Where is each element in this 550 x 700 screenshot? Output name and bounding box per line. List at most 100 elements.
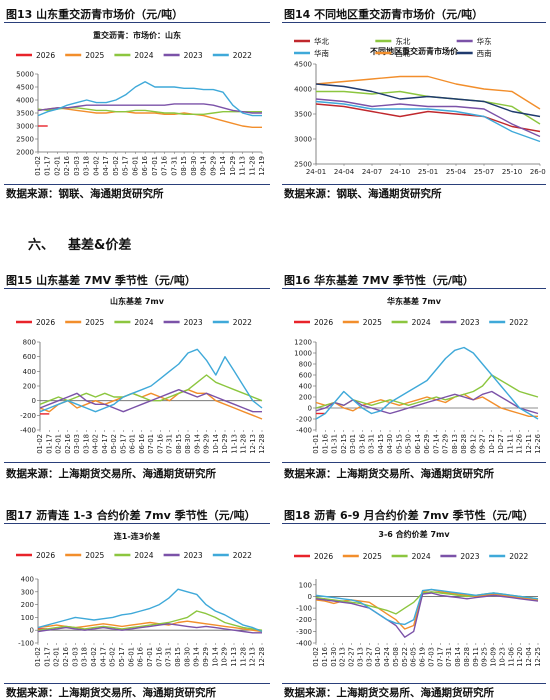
x-tick-label: 03-01 (349, 434, 357, 454)
y-tick-label: -100 (296, 605, 312, 613)
x-tick-label: 02-01 (53, 647, 61, 667)
y-tick-label: 2500 (16, 136, 34, 144)
y-tick-label: 300 (21, 588, 34, 596)
x-tick-label: 25-10 (502, 168, 522, 176)
series-line-2024 (37, 610, 263, 631)
legend-label: 2024 (412, 318, 431, 327)
x-tick-label: 10-29 (229, 156, 237, 176)
caption-rule (282, 288, 546, 289)
chart-east-china-basis: 华东基差 7mv 2026 2025 2024 2023 2022 -400 -200 0 200… (294, 296, 542, 454)
y-tick-label: 600 (23, 353, 36, 361)
x-tick-label: 06-05 (410, 647, 418, 667)
x-tick-label: 09-29 (202, 647, 210, 667)
x-tick-label: 08-13 (451, 434, 459, 454)
y-tick-label: 4500 (294, 61, 312, 69)
x-tick-label: 04-02 (92, 156, 100, 176)
legend-label: 2022 (233, 51, 252, 60)
series-line-2025 (315, 393, 538, 417)
x-tick-label: 07-29 (442, 434, 450, 454)
series-line-2025 (39, 389, 263, 420)
x-tick-label: 01-31 (331, 434, 339, 454)
caption-rule (282, 523, 546, 524)
x-tick-label: 09-29 (203, 434, 211, 454)
series-line-2024 (37, 107, 262, 115)
x-tick-label: 05-02 (112, 156, 120, 176)
y-tick-label: 3000 (16, 123, 34, 131)
x-tick-label: 11-06 (507, 647, 515, 667)
x-tick-label: 01-02 (34, 156, 42, 176)
legend-label: 2025 (363, 318, 382, 327)
x-tick-label: 12-04 (525, 647, 533, 667)
x-tick-label: 04-02 (90, 647, 98, 667)
legend-label: 2023 (460, 318, 479, 327)
x-tick-label: 01-17 (43, 647, 51, 667)
x-tick-label: 02-01 (53, 156, 61, 176)
y-tick-label: 1000 (294, 350, 312, 358)
x-tick-label: 07-31 (166, 434, 174, 454)
x-tick-label: 11-28 (240, 434, 248, 454)
x-tick-label: 25-04 (446, 168, 467, 176)
series-line-2023 (315, 592, 539, 638)
y-tick-label: 800 (299, 361, 312, 369)
y-tick-label: 0 (308, 405, 312, 413)
source-note: 数据来源：上海期货交易所、海通期货研究所 (284, 687, 494, 699)
chart-spread-1-3: 连1-连3价差 2026 2025 2024 2023 2022 -100 0 100 200 30… (16, 531, 266, 667)
x-tick-label: 09-29 (209, 156, 217, 176)
x-tick-label: 05-17 (119, 434, 127, 454)
source-rule (4, 184, 270, 185)
x-tick-label: 12-26 (534, 434, 542, 454)
x-tick-label: 06-01 (127, 647, 135, 667)
series-line-2023 (37, 103, 262, 114)
x-tick-label: 25-07 (474, 168, 494, 176)
series-line-华东 (315, 98, 541, 138)
section-title: 基差&价差 (68, 238, 132, 253)
x-tick-label: 09-14 (200, 156, 208, 176)
x-tick-label: 11-20 (516, 647, 524, 667)
x-tick-label: 05-30 (405, 434, 413, 454)
y-tick-label: 200 (23, 383, 36, 391)
series-line-华南 (315, 100, 541, 143)
source-note: 数据来源：上海期货交易所、海通期货研究所 (6, 687, 216, 699)
x-tick-label: 09-14 (193, 434, 201, 454)
x-tick-label: 11-26 (516, 434, 524, 454)
x-tick-label: 10-09 (490, 647, 498, 667)
x-tick-label: 04-17 (102, 156, 110, 176)
series-line-2023 (39, 389, 262, 413)
x-tick-label: 04-02 (92, 434, 100, 454)
x-tick-label: 07-16 (155, 647, 163, 667)
x-tick-label: 07-16 (161, 156, 169, 176)
legend-label: 2023 (184, 318, 203, 327)
y-tick-label: -200 (296, 616, 312, 624)
x-tick-label: 06-16 (137, 647, 145, 667)
x-tick-label: 25-01 (418, 168, 438, 176)
x-tick-label: 10-14 (212, 434, 220, 454)
y-tick-label: 100 (21, 614, 34, 622)
x-tick-label: 06-19 (419, 647, 427, 667)
x-tick-label: 02-15 (340, 434, 348, 454)
y-tick-label: 3500 (294, 111, 312, 119)
legend-label: 2025 (85, 51, 104, 60)
legend-label: 2025 (85, 551, 104, 560)
legend-label: 2026 (314, 318, 333, 327)
caption-rule (4, 523, 270, 524)
series-line-华北 (315, 103, 541, 133)
x-tick-label: 03-16 (358, 434, 366, 454)
legend-label: 华东 (477, 36, 492, 46)
y-tick-label: -300 (296, 628, 312, 636)
x-tick-label: 05-15 (395, 434, 403, 454)
x-tick-label: 02-16 (64, 434, 72, 454)
y-tick-label: 0 (308, 593, 312, 601)
y-tick-label: 1200 (294, 339, 312, 347)
x-tick-label: 01-02 (312, 647, 320, 667)
figure-caption: 图17 沥青连 1-3 合约价差 7mv 季节性（元/吨） (6, 509, 256, 522)
x-tick-label: 08-14 (454, 647, 462, 667)
x-tick-label: 03-13 (356, 647, 364, 667)
x-tick-label: 03-27 (365, 647, 373, 667)
series-line-西南 (315, 83, 541, 118)
y-tick-label: -400 (20, 427, 36, 435)
source-rule (282, 184, 546, 185)
x-tick-label: 11-13 (230, 647, 238, 667)
x-tick-label: 03-18 (82, 434, 90, 454)
x-tick-label: 12-28 (258, 434, 266, 454)
